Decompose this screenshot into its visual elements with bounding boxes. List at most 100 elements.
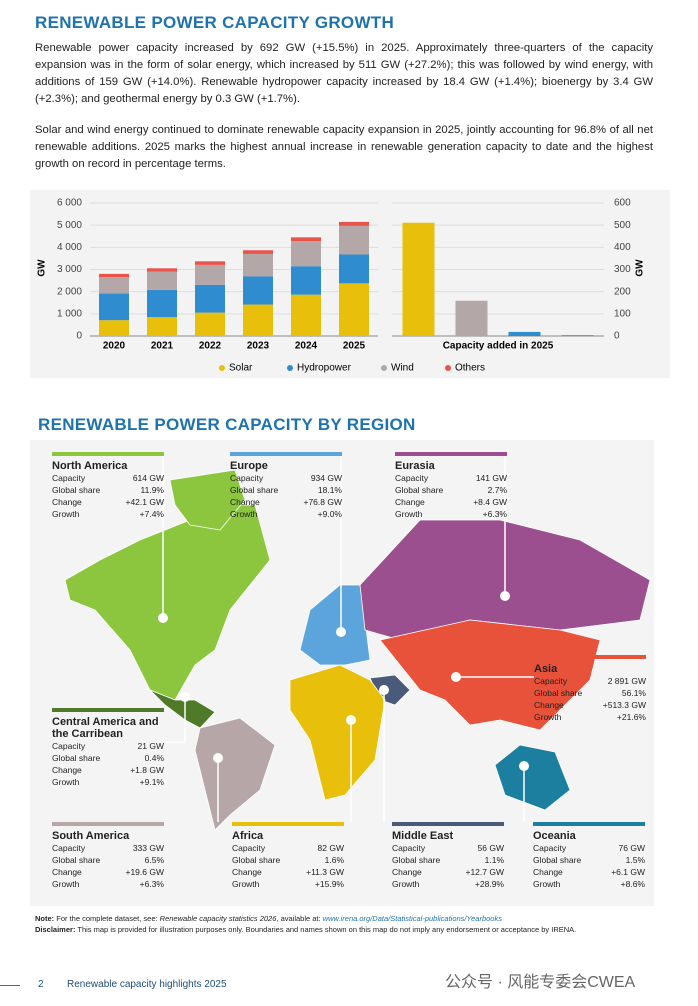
bar-segment [291,237,321,242]
row-value: +19.6 GW [125,867,164,877]
y-axis-title: GW [37,259,48,277]
region-row: Growth +15.9% [232,878,344,890]
region-row: Change +42.1 GW [52,496,164,508]
paragraph: Renewable power capacity increased by 69… [35,42,653,105]
row-value: +15.9% [314,879,344,889]
row-label: Capacity [52,473,86,483]
y-tick-label: 4 000 [57,242,82,253]
region-dot [180,692,190,702]
disclaimer-text: This map is provided for illustration pu… [77,925,577,934]
legend-label: Solar [229,363,253,374]
row-value: +6.3% [139,879,164,889]
map-title: RENEWABLE POWER CAPACITY BY REGION [38,415,416,434]
x-tick-label: 2025 [343,341,366,352]
page-number: 2 [38,979,44,990]
africa-shape [289,664,386,801]
note-link[interactable]: www.irena.org/Data/Statistical-publicati… [322,914,502,923]
region-name: Asia [534,663,558,675]
region-row: Change +1.8 GW [52,764,164,776]
y-axis-title: GW [635,259,646,277]
row-label: Change [534,700,564,710]
bar-segment [243,250,273,254]
row-label: Global share [230,485,279,495]
region-box: Eurasia Capacity 141 GW Global share 2.7% Cha… [395,452,507,520]
region-box: Africa Capacity 82 GW Global share 1.6% Chang… [232,822,344,890]
region-row: Change +12.7 GW [392,866,504,878]
disclaimer-label: Disclaimer: [35,925,76,934]
row-label: Capacity [395,473,429,483]
y-tick-label: 2 000 [57,286,82,297]
y-tick-label: 600 [614,198,631,209]
region-box: Oceania Capacity 76 GW Global share 1.5% Chan… [533,822,645,890]
y-tick-label: 1 000 [57,308,82,319]
bar-segment [195,264,225,285]
region-name: South America [52,830,130,842]
region-row: Change +6.1 GW [533,866,645,878]
region-row: Change +11.3 GW [232,866,344,878]
region-row: Growth +6.3% [52,878,164,890]
row-value: 76 GW [618,843,645,853]
row-label: Global share [395,485,444,495]
bar [561,335,594,336]
row-label: Global share [533,855,582,865]
row-value: +28.9% [474,879,504,889]
region-row: Change +8.4 GW [395,496,507,508]
region-dot [213,753,223,763]
region-row: Change +513.3 GW [534,699,646,711]
row-label: Capacity [534,676,568,686]
watermark: 公众号 · 风能专委会CWEA [445,974,636,991]
region-row: Growth +28.9% [392,878,504,890]
bar-segment [291,266,321,295]
region-name: Central America and the Carribean [52,716,159,740]
row-value: +21.6% [616,712,646,722]
region-row: Global share 18.1% [230,484,342,496]
bar-segment [99,277,129,294]
bar-segment [99,273,129,278]
connectors [158,457,534,822]
bar-segment [147,317,177,336]
region-name: Eurasia [395,460,435,472]
region-row: Growth +6.3% [395,508,507,520]
region-name: Middle East [392,830,454,842]
y-tick-label: 300 [614,264,631,275]
legend-label: Hydropower [297,363,352,374]
region-row: Capacity 934 GW [230,472,342,484]
row-label: Global share [52,855,101,865]
row-label: Change [232,867,262,877]
row-label: Capacity [232,843,266,853]
row-label: Capacity [533,843,567,853]
region-dot [451,672,461,682]
greenland-shape [169,469,246,531]
bar-segment [147,271,177,290]
row-label: Global share [392,855,441,865]
row-label: Capacity [230,473,264,483]
bar-segment [99,293,129,321]
legend-label: Others [455,363,485,374]
x-tick-label: 2021 [151,341,174,352]
x-tick-label: 2024 [295,341,318,352]
row-value: +9.0% [317,509,342,519]
row-value: +8.4 GW [473,497,507,507]
region-row: Global share 2.7% [395,484,507,496]
y-tick-label: 400 [614,242,631,253]
row-label: Global share [534,688,583,698]
region-dot [519,761,529,771]
bar-segment [339,221,369,226]
row-label: Change [52,497,82,507]
row-label: Growth [534,712,562,722]
region-dot [346,715,356,725]
row-label: Growth [52,509,80,519]
row-value: +6.1 GW [611,867,645,877]
region-row: Growth +9.1% [52,776,164,788]
row-label: Growth [52,777,80,787]
region-row: Global share 0.4% [52,752,164,764]
row-value: +42.1 GW [125,497,164,507]
row-label: Capacity [52,741,86,751]
bar-segment [291,241,321,267]
bar-segment [147,289,177,318]
bar-segment [195,312,225,336]
region-row: Growth +7.4% [52,508,164,520]
x-tick-label: 2022 [199,341,222,352]
region-dot [158,613,168,623]
